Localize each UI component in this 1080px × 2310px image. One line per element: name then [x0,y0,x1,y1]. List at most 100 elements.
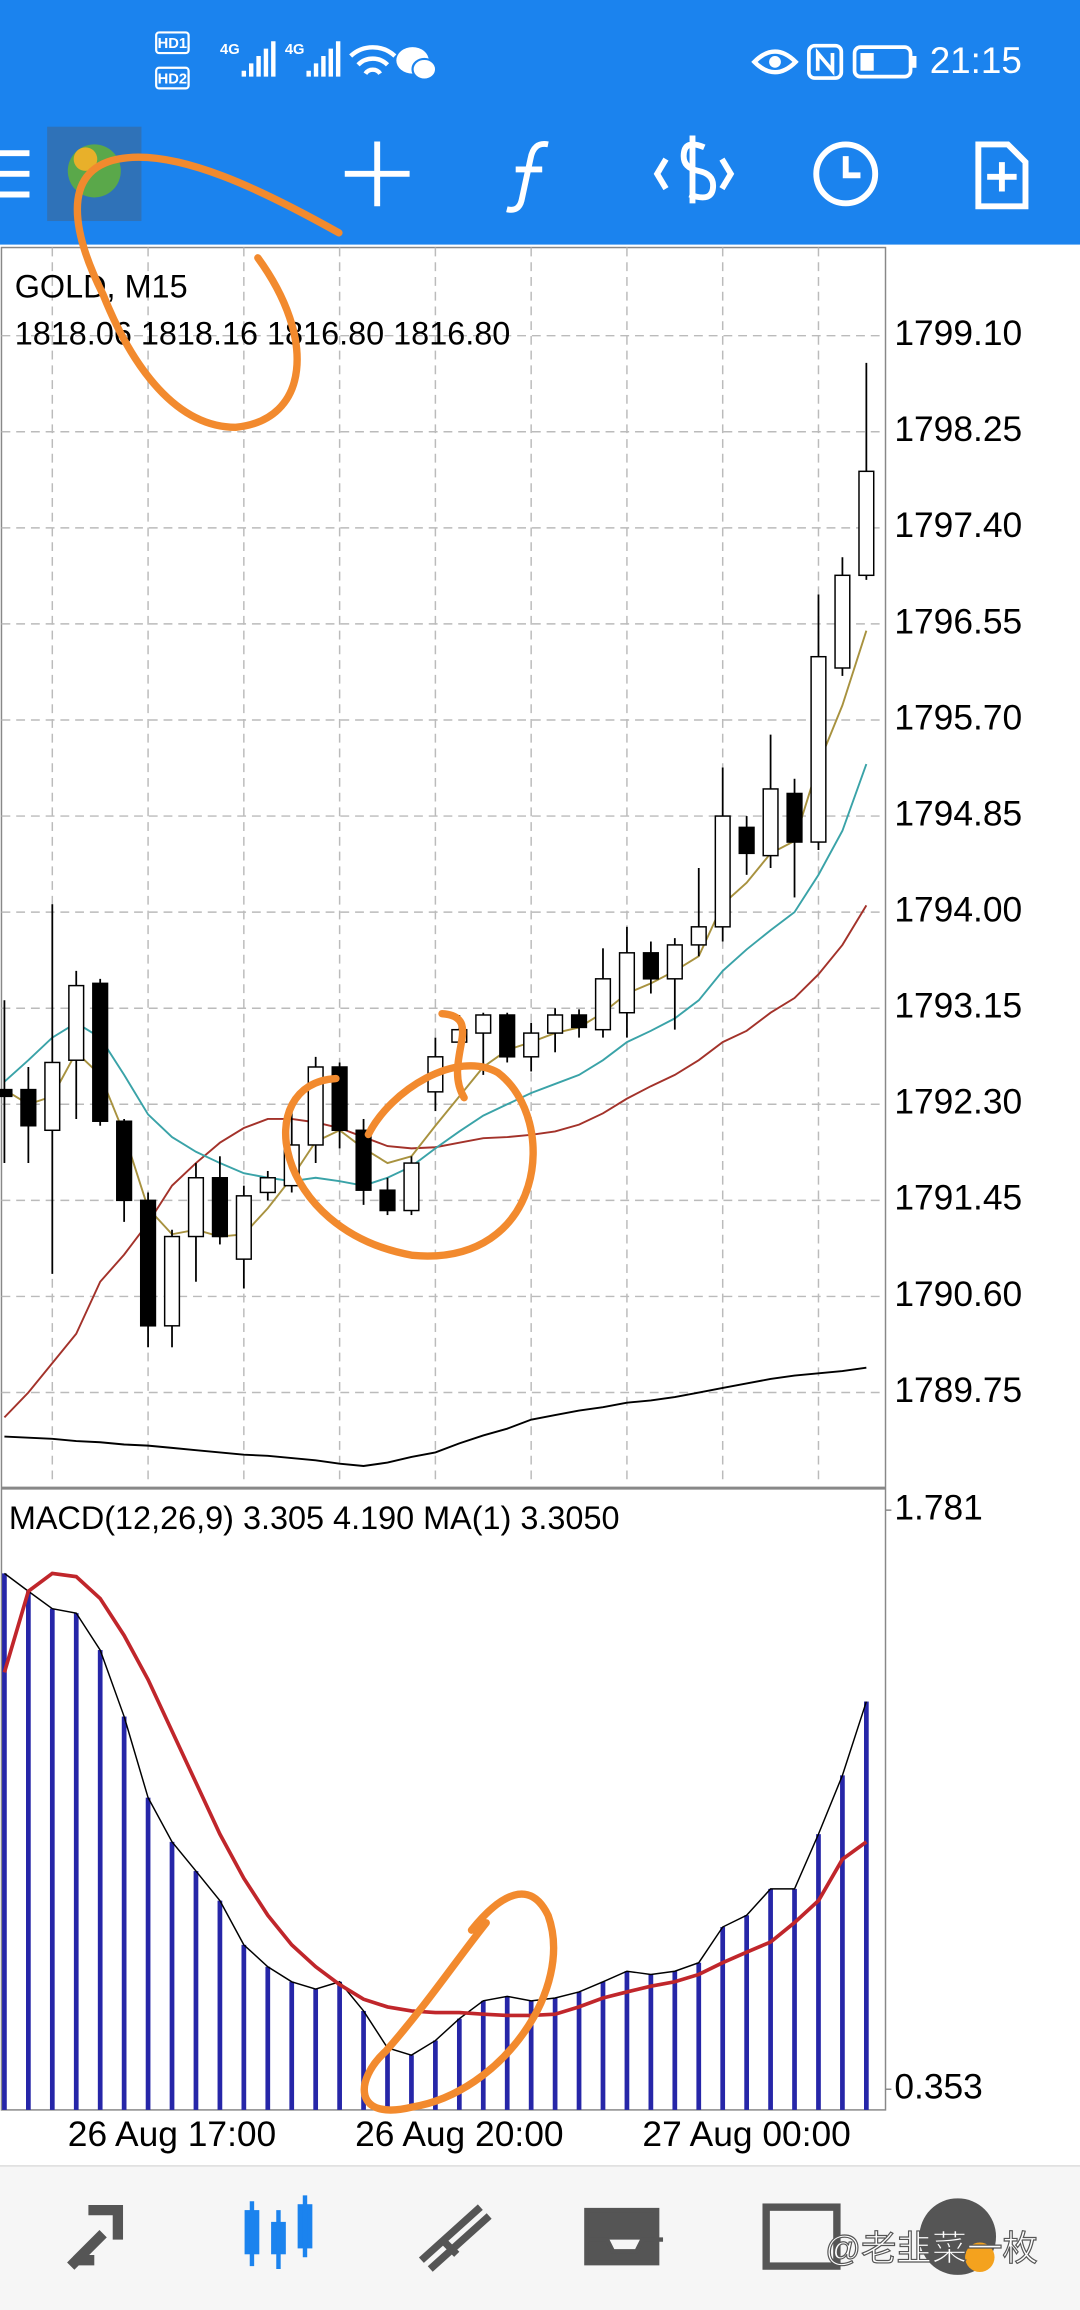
history-tab[interactable] [584,2207,664,2266]
sim-box [155,66,190,90]
y-tick-label: 1793.15 [894,987,1022,1026]
candle-body [331,1066,348,1132]
trade-button[interactable] [653,135,735,204]
y-tick-label: 1794.00 [894,890,1022,929]
histogram-bar [361,2010,366,2110]
histogram-bar [792,1888,797,2110]
top-bar [0,0,1080,245]
y-tick-label: 1789.75 [894,1371,1022,1410]
candle-body [834,574,851,669]
histogram-bar [648,1974,654,2110]
watermark-icon [965,2242,995,2272]
candle-body [44,1061,61,1132]
menu-button[interactable] [0,150,30,198]
new-order-button[interactable] [975,141,1029,210]
candle-body [355,1129,372,1191]
new-order-plus [987,162,1017,192]
signal-icon [241,41,276,77]
candle-body [786,792,803,843]
y-tick-label: 1796.55 [894,602,1022,641]
candle-body [211,1177,229,1238]
sim-icons: HD1 HD2 4G 4G [155,31,438,90]
histogram-bar [193,1871,199,2110]
candle-body [68,984,85,1061]
histogram-bar [624,1971,630,2110]
x-tick-label: 26 Aug 17:00 [68,2115,276,2154]
x-tick-label: 27 Aug 00:00 [642,2115,850,2154]
histogram-bar [768,1888,773,2110]
plot: 1799.10 1798.25 1797.40 1796.55 1795.70 1794.… [0,247,1022,2154]
nfc-icon [815,47,835,76]
hand-annotations [73,153,558,2114]
histogram-bar [840,1775,845,2110]
candle-body [92,982,109,1122]
candle-body [690,926,707,946]
histogram-bar [480,2000,486,2110]
candle-body [259,1177,276,1194]
line [3,763,868,1187]
line [4,1366,867,1467]
candle-body [546,1014,564,1034]
histogram-bar [816,1834,821,2110]
candle-body [0,1088,13,1098]
histogram-bar [696,1962,702,2110]
watermark: @老韭菜一枚 [825,2230,1038,2269]
candle-body [187,1177,205,1238]
battery-icon [852,45,913,79]
sim-label: HD1 [158,36,187,52]
indicators-button[interactable] [506,141,549,213]
candle-body [139,1199,157,1327]
line [2,1571,868,2018]
histogram-bar [26,1591,31,2110]
histogram-bar [385,2047,390,2110]
candle-body [523,1032,540,1058]
histogram-bar [600,1981,606,2110]
trade-tab[interactable] [418,2204,492,2272]
histogram-bar [97,1650,103,2110]
candle-body [116,1120,133,1202]
y-tick-label: 1791.45 [894,1179,1022,1218]
wifi-icon [349,45,397,76]
news-tab[interactable] [762,2203,841,2270]
nfc-icon [807,43,844,80]
candle-body [163,1235,181,1327]
y-tick-label: 1.781 [894,1488,982,1527]
candle-body [594,978,612,1031]
crosshair-button[interactable] [344,141,410,207]
histogram-bar [744,1915,750,2110]
candle-body [762,788,779,857]
histogram-bar [49,1608,55,2110]
y-tick-label: 1794.85 [894,794,1022,833]
y-tick-label: 1799.10 [894,314,1022,353]
history-button[interactable] [813,141,879,207]
histogram-bar [145,1797,151,2110]
battery-tip [912,55,917,68]
line [3,1572,868,2056]
histogram-bar [337,1981,342,2110]
signal-icon [306,41,341,77]
candle-body [858,470,875,577]
candle-body [403,1162,420,1212]
histogram-bar [433,2040,438,2110]
candle-body [666,944,683,980]
candle-body [810,655,827,843]
chart-tab[interactable] [244,2195,313,2270]
sim-box [155,31,190,55]
candle-body [570,1014,588,1029]
eye-icon [769,55,781,68]
sim-label: HD2 [158,71,187,87]
quotes-tab[interactable] [67,2204,124,2270]
histogram-bar [552,1997,558,2110]
candle-body [738,826,755,855]
histogram-bar [121,1716,127,2110]
histogram-bar [289,1981,295,2110]
y-tick-label: 1792.30 [894,1083,1022,1122]
x-tick-label: 26 Aug 20:00 [355,2115,563,2154]
network-label: 4G [220,42,240,58]
y-tick-label: 1798.25 [894,410,1022,449]
network-label: 4G [285,42,305,58]
y-tick-label: 0.353 [894,2068,982,2107]
histogram-bar [241,1944,247,2110]
